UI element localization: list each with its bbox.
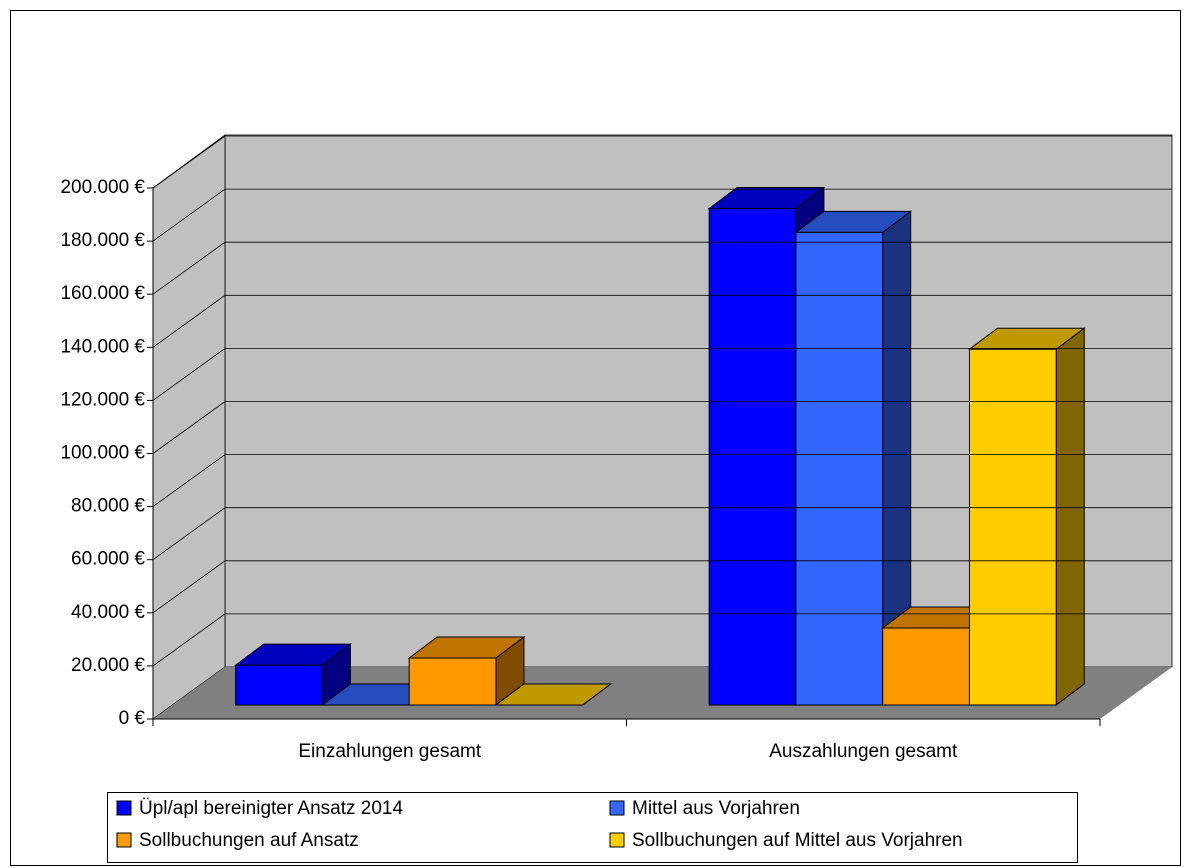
y-tick-label: 80.000 € [71,496,145,517]
grid-line [152,347,1172,401]
side-wall [152,134,226,720]
bar-face [795,231,884,706]
bar-face [968,348,1057,706]
y-tick-label: 200.000 € [60,177,145,198]
y-tick-label: 140.000 € [60,336,145,357]
grid-line [152,401,1172,454]
legend-swatch [609,832,625,848]
bar [967,327,1086,706]
y-tick-label: 20.000 € [71,655,145,676]
legend-label: Üpl/apl bereinigter Ansatz 2014 [139,798,403,819]
bar-face [408,657,497,706]
legend-swatch [116,832,132,848]
bar [407,635,526,706]
legend-label: Sollbuchungen auf Mittel aus Vorjahren [632,830,963,851]
grid-line [152,241,1172,295]
legend-label: Sollbuchungen auf Ansatz [139,830,359,851]
grid-line [152,560,1172,614]
bar-face [1055,327,1085,706]
y-tick-label: 160.000 € [60,283,145,304]
bar-face [882,627,970,706]
grid-line [152,135,1172,189]
grid-line [152,613,1172,667]
grid-line [152,188,1172,242]
x-tick-label: Einzahlungen gesamt [298,741,481,762]
y-tick-label: 120.000 € [60,389,145,410]
legend-swatch [609,800,625,816]
grid-line [152,507,1172,561]
y-tick-label: 100.000 € [60,443,145,464]
grid-line [152,294,1172,348]
legend [107,792,1078,863]
legend-swatch [116,800,132,816]
x-tick-label: Auszahlungen gesamt [769,741,958,762]
grid-line [152,454,1172,507]
y-tick-label: 60.000 € [71,549,145,570]
y-tick-label: 0 € [119,708,146,729]
bar [234,643,352,706]
y-tick-label: 180.000 € [60,230,145,251]
bar-face [494,683,613,706]
bar [494,683,613,706]
bar-face [235,664,323,706]
y-tick-label: 40.000 € [71,602,145,623]
legend-label: Mittel aus Vorjahren [632,798,800,819]
bar-face [708,207,797,706]
